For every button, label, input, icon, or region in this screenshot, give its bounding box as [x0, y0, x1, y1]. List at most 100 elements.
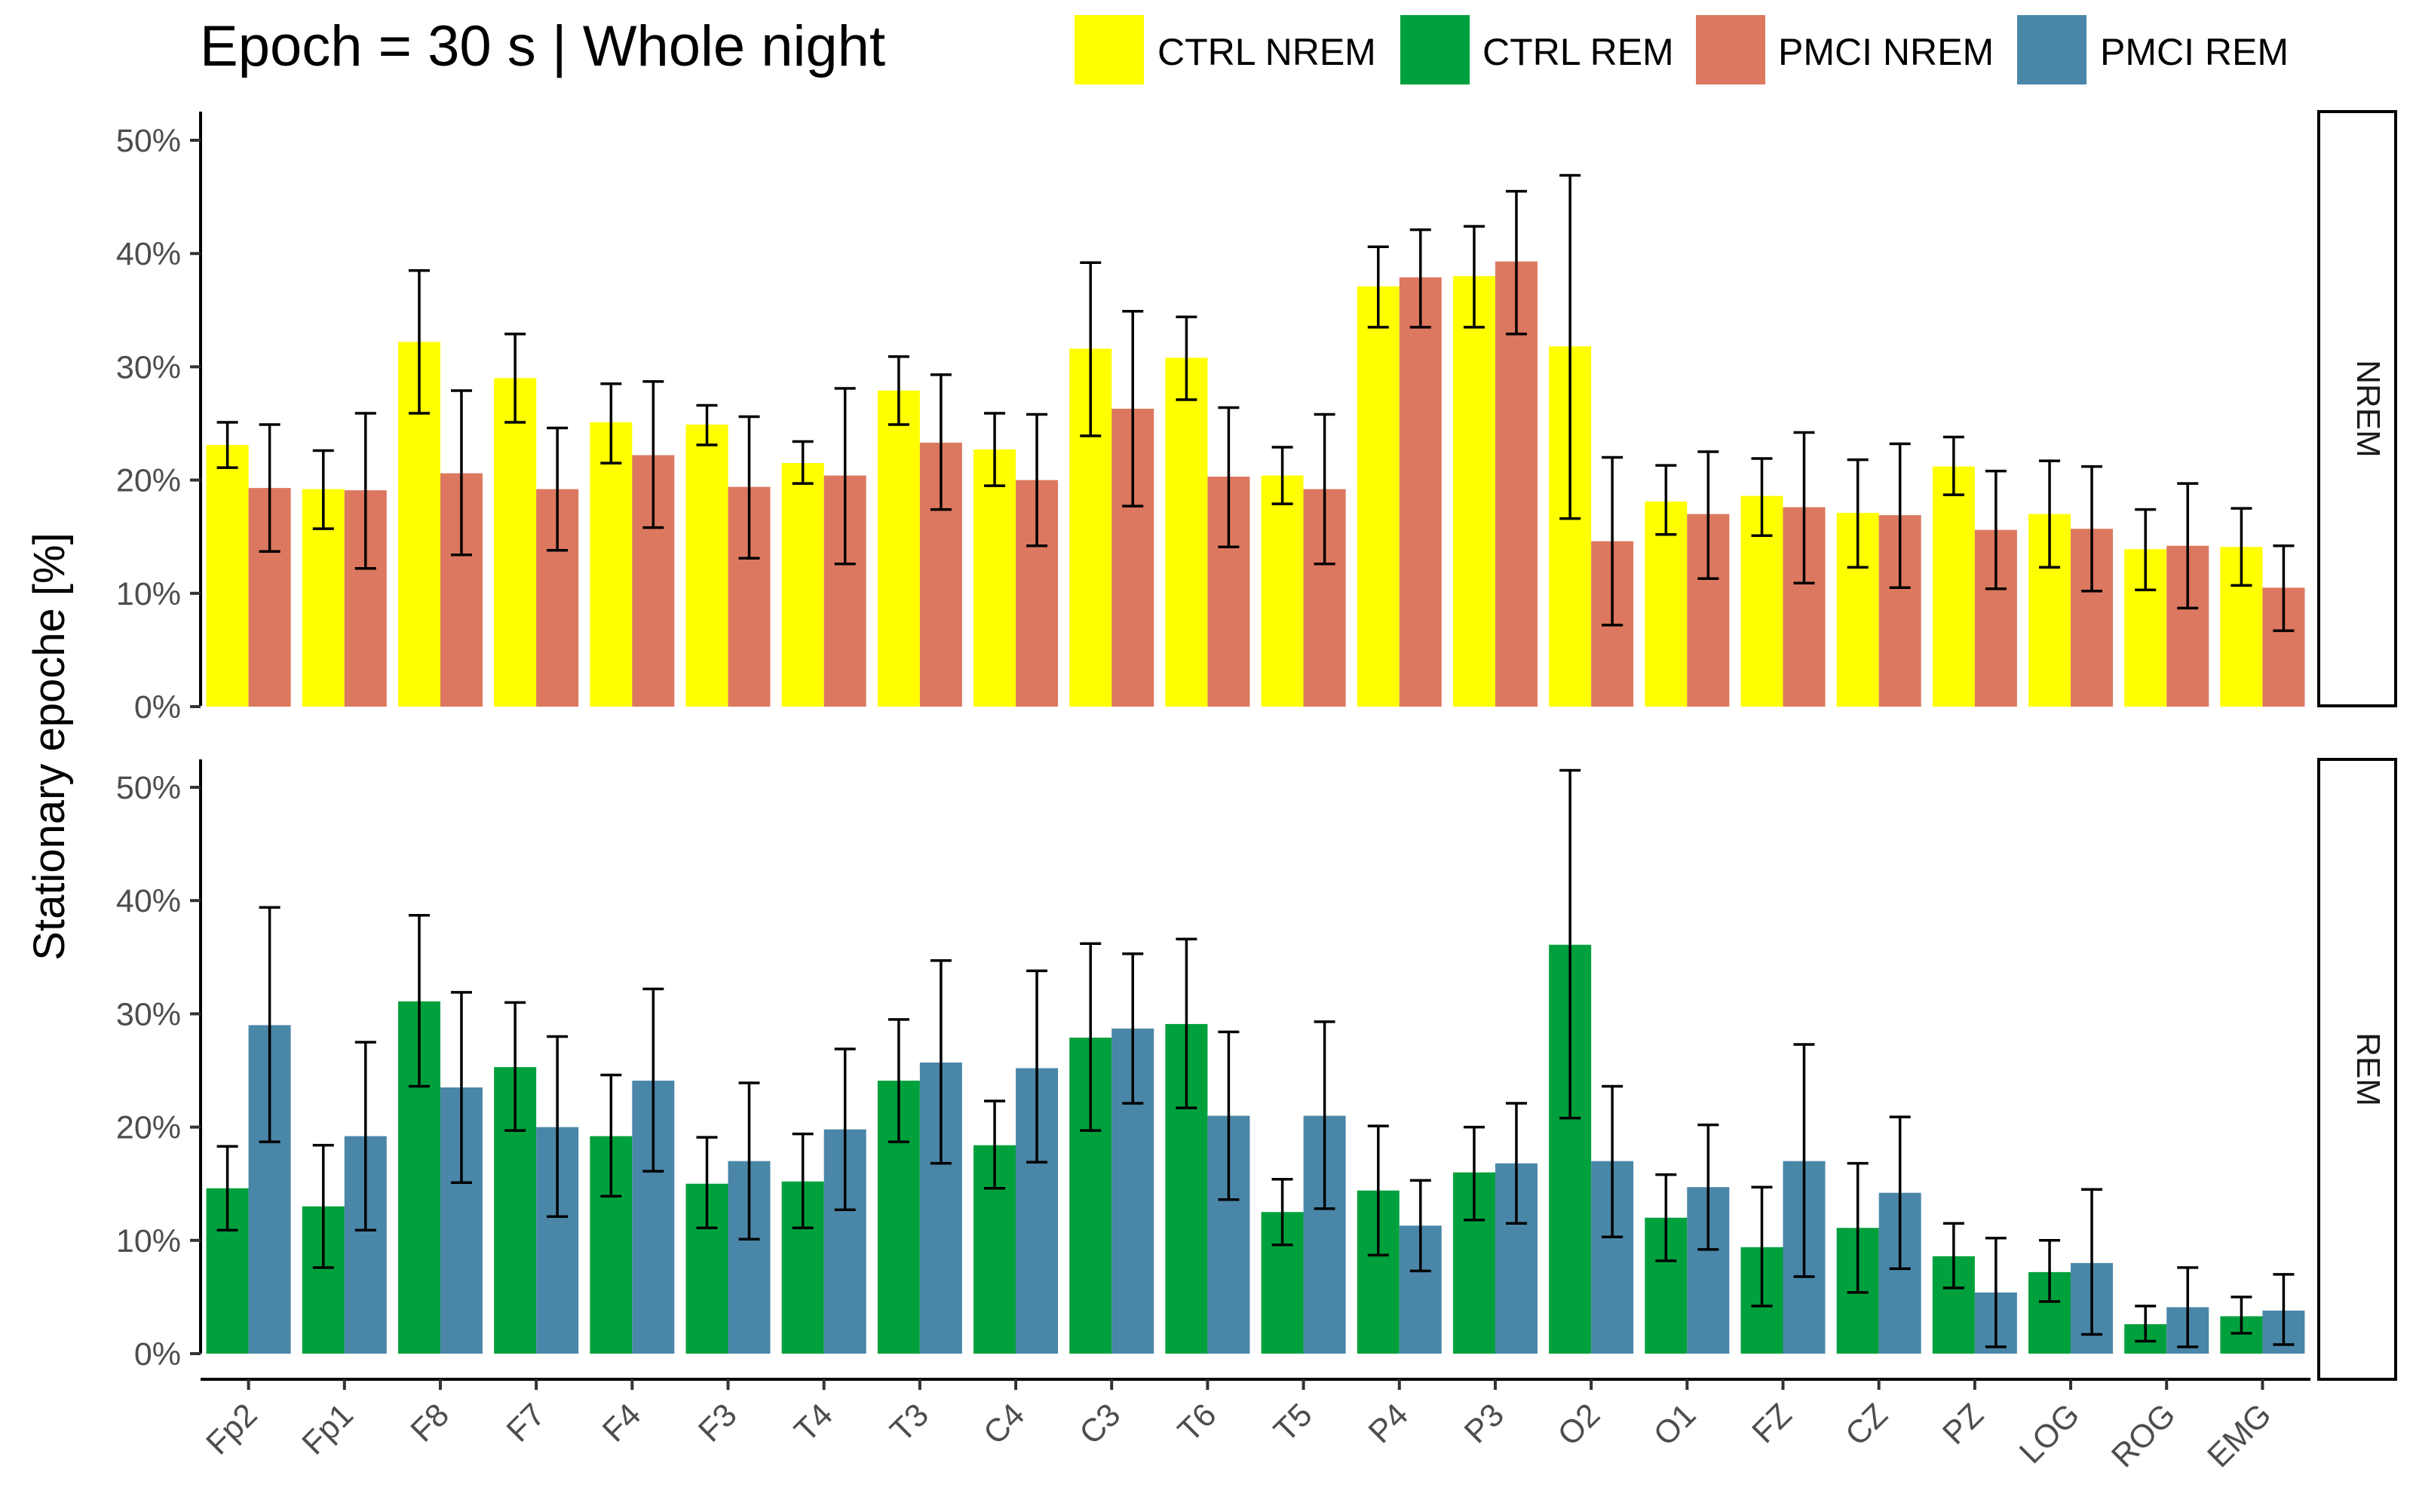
error-bar-ctrl-nrem-p4	[1367, 245, 1389, 329]
error-bar-ctrl-rem-log	[2039, 1239, 2061, 1303]
y-axis-title: Stationary epoche [%]	[25, 532, 74, 960]
error-bar-pmci-rem-log	[2081, 1188, 2103, 1336]
legend-label-pmci-rem: PMCI REM	[2100, 31, 2289, 73]
bar-ctrl-nrem-t3	[877, 390, 920, 707]
nrem-y-tick-label: 0%	[134, 689, 181, 725]
error-bar-ctrl-nrem-pz	[1942, 435, 1964, 496]
nrem-bars	[206, 261, 2305, 707]
error-bar-ctrl-rem-emg	[2231, 1296, 2252, 1335]
rem-error-bars	[216, 768, 2295, 1348]
error-bar-pmci-rem-p3	[1505, 1102, 1527, 1225]
error-bar-ctrl-nrem-fp2	[216, 421, 238, 469]
error-bar-ctrl-nrem-rog	[2135, 508, 2157, 592]
bar-ctrl-nrem-pz	[1932, 466, 1975, 707]
error-bar-pmci-nrem-fz	[1793, 431, 1815, 585]
error-bar-ctrl-rem-o1	[1655, 1173, 1677, 1262]
rem-strip-label: REM	[2350, 1032, 2387, 1106]
error-bar-pmci-nrem-cz	[1889, 442, 1911, 590]
error-bar-pmci-nrem-fp2	[259, 423, 281, 553]
error-bar-pmci-nrem-o1	[1697, 450, 1719, 581]
error-bar-pmci-nrem-p3	[1505, 189, 1527, 336]
bar-pmci-nrem-p4	[1399, 277, 1442, 707]
rem-y-tick-label: 0%	[134, 1336, 181, 1372]
panel-nrem: 0% 10% 20% 30% 40% 50% NREM	[116, 110, 2397, 725]
error-bar-pmci-nrem-t6	[1218, 406, 1240, 548]
error-bar-pmci-nrem-f7	[547, 426, 569, 552]
error-bar-pmci-nrem-t5	[1314, 413, 1335, 566]
error-bar-ctrl-rem-c3	[1080, 942, 1102, 1132]
error-bar-pmci-rem-t6	[1218, 1030, 1240, 1201]
bar-ctrl-nrem-fp2	[206, 445, 249, 707]
nrem-y-tick-label: 30%	[116, 349, 181, 385]
error-bar-ctrl-rem-o2	[1559, 768, 1581, 1120]
error-bar-ctrl-rem-f8	[408, 913, 430, 1088]
error-bar-ctrl-nrem-fp1	[312, 449, 334, 530]
error-bar-pmci-nrem-o2	[1602, 455, 1623, 627]
error-bar-ctrl-rem-t4	[792, 1132, 814, 1230]
error-bar-pmci-rem-t5	[1314, 1020, 1335, 1210]
error-bar-ctrl-rem-fz	[1751, 1185, 1773, 1308]
rem-strip	[2317, 758, 2397, 1381]
bar-ctrl-nrem-f7	[494, 378, 537, 707]
panel-rem: 0% 10% 20% 30% 40% 50% REM	[116, 758, 2397, 1381]
error-bar-pmci-nrem-c3	[1122, 310, 1144, 508]
rem-y-tick-label: 40%	[116, 883, 181, 919]
error-bar-ctrl-rem-t5	[1271, 1177, 1293, 1247]
error-bar-ctrl-rem-c4	[984, 1099, 1006, 1190]
error-bar-ctrl-nrem-t3	[888, 355, 909, 426]
rem-y-tick-label: 20%	[116, 1110, 181, 1146]
error-bar-pmci-nrem-f8	[450, 389, 472, 557]
error-bar-ctrl-rem-fp1	[312, 1143, 334, 1269]
legend-label-ctrl-rem: CTRL REM	[1482, 31, 1674, 73]
nrem-y-axis: 0% 10% 20% 30% 40% 50%	[116, 112, 202, 725]
error-bar-ctrl-nrem-log	[2039, 459, 2061, 569]
rem-y-tick-label: 50%	[116, 770, 181, 806]
bar-pmci-nrem-p3	[1495, 261, 1538, 707]
error-bar-pmci-nrem-t3	[930, 373, 952, 511]
nrem-y-tick-label: 20%	[116, 463, 181, 499]
error-bar-ctrl-nrem-f3	[696, 403, 718, 446]
bar-ctrl-nrem-t6	[1165, 357, 1208, 707]
error-bar-pmci-rem-f4	[642, 987, 664, 1173]
error-bar-ctrl-rem-pz	[1942, 1222, 1964, 1290]
error-bar-pmci-rem-f8	[450, 991, 472, 1184]
error-bar-ctrl-nrem-cz	[1847, 458, 1869, 569]
error-bar-ctrl-nrem-o2	[1559, 173, 1581, 520]
error-bar-pmci-rem-f7	[547, 1035, 569, 1219]
error-bar-ctrl-nrem-f7	[504, 333, 526, 424]
error-bar-pmci-rem-fz	[1793, 1043, 1815, 1278]
chart-title: Epoch = 30 s | Whole night	[200, 14, 885, 78]
bar-ctrl-nrem-o1	[1645, 501, 1688, 707]
legend-swatch-ctrl-rem	[1400, 15, 1470, 84]
legend-swatch-pmci-rem	[2017, 15, 2086, 84]
error-bar-pmci-rem-pz	[1985, 1237, 2007, 1348]
error-bar-ctrl-nrem-t4	[792, 440, 814, 485]
error-bar-ctrl-nrem-t6	[1176, 315, 1197, 401]
nrem-error-bars	[216, 173, 2295, 633]
rem-y-tick-label: 10%	[116, 1223, 181, 1259]
error-bar-pmci-rem-p4	[1409, 1179, 1431, 1273]
error-bar-pmci-rem-c4	[1026, 969, 1048, 1164]
error-bar-ctrl-rem-f3	[696, 1136, 718, 1230]
error-bar-pmci-rem-o1	[1697, 1123, 1719, 1251]
error-bar-ctrl-rem-t3	[888, 1018, 909, 1143]
error-bar-pmci-nrem-emg	[2273, 544, 2295, 633]
error-bar-pmci-rem-t4	[834, 1047, 856, 1211]
bar-ctrl-nrem-f3	[685, 425, 728, 707]
rem-y-tick-label: 30%	[116, 996, 181, 1032]
error-bar-pmci-rem-f3	[738, 1081, 760, 1241]
error-bar-ctrl-rem-p3	[1463, 1125, 1485, 1222]
nrem-strip-label: NREM	[2350, 360, 2387, 458]
error-bar-pmci-nrem-p4	[1409, 228, 1431, 329]
legend-swatch-ctrl-nrem	[1075, 15, 1144, 84]
nrem-strip	[2317, 110, 2397, 707]
rem-y-axis: 0% 10% 20% 30% 40% 50%	[116, 759, 202, 1372]
error-bar-pmci-nrem-f3	[738, 415, 760, 560]
error-bar-pmci-rem-t3	[930, 959, 952, 1165]
error-bar-ctrl-nrem-t5	[1271, 446, 1293, 505]
error-bar-ctrl-nrem-f4	[600, 382, 622, 465]
error-bar-ctrl-rem-f4	[600, 1073, 622, 1198]
legend-swatch-pmci-nrem	[1696, 15, 1765, 84]
legend: CTRL NREM CTRL REM PMCI NREM PMCI REM	[1075, 15, 2289, 84]
legend-label-pmci-nrem: PMCI NREM	[1778, 31, 1994, 73]
